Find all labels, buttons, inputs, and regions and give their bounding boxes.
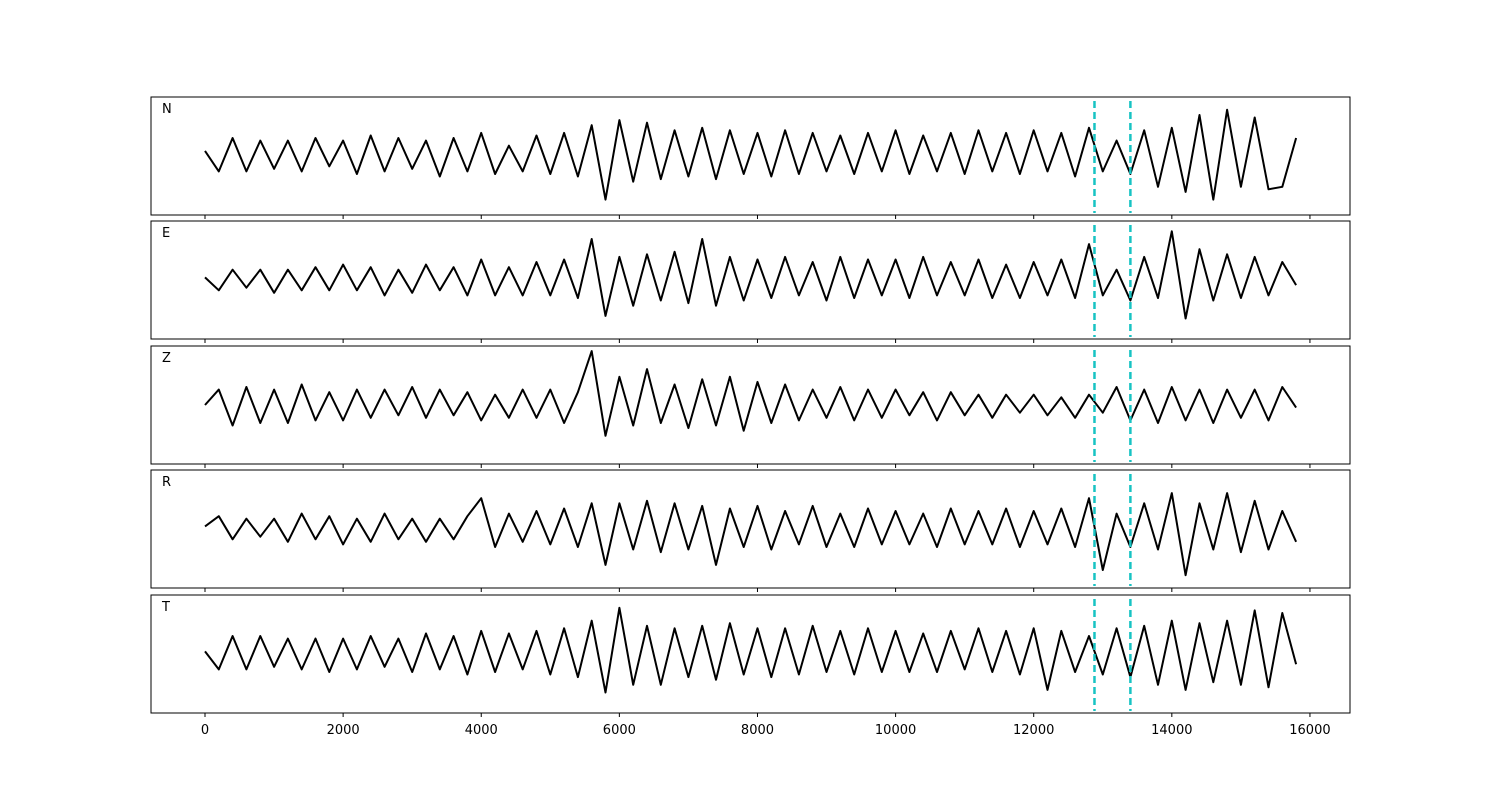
- channel-label: Z: [162, 351, 171, 366]
- panel-frame: [150, 345, 1351, 465]
- x-tick-label: 10000: [875, 723, 916, 738]
- x-tick-label: 4000: [465, 723, 498, 738]
- trace: [204, 606, 1298, 694]
- channel-label: R: [162, 475, 171, 490]
- x-tick-label: 12000: [1013, 723, 1054, 738]
- trace: [204, 230, 1297, 320]
- x-tick-label: 6000: [603, 723, 636, 738]
- panel-frame: [150, 220, 1351, 340]
- x-tick-label: 2000: [327, 723, 360, 738]
- x-tick-label: 16000: [1289, 723, 1330, 738]
- panel-frame: [150, 469, 1351, 589]
- x-tick-label: 14000: [1151, 723, 1192, 738]
- trace: [204, 350, 1297, 437]
- channel-label: E: [162, 226, 170, 241]
- x-tick-label: 0: [201, 723, 209, 738]
- channel-label: N: [162, 102, 172, 117]
- trace: [204, 108, 1298, 201]
- panel-frame: [150, 594, 1351, 714]
- channel-label: T: [161, 600, 170, 615]
- trace: [204, 492, 1298, 577]
- panel-frame: [150, 96, 1351, 216]
- x-tick-label: 8000: [741, 723, 774, 738]
